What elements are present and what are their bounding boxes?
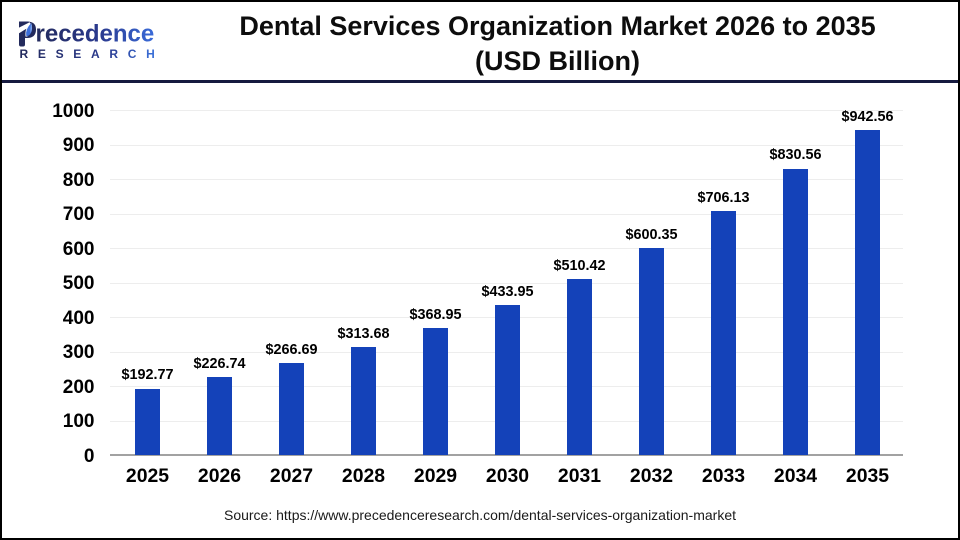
svg-text:recedence: recedence [36, 21, 155, 48]
svg-text:RESEARCH: RESEARCH [20, 47, 158, 61]
